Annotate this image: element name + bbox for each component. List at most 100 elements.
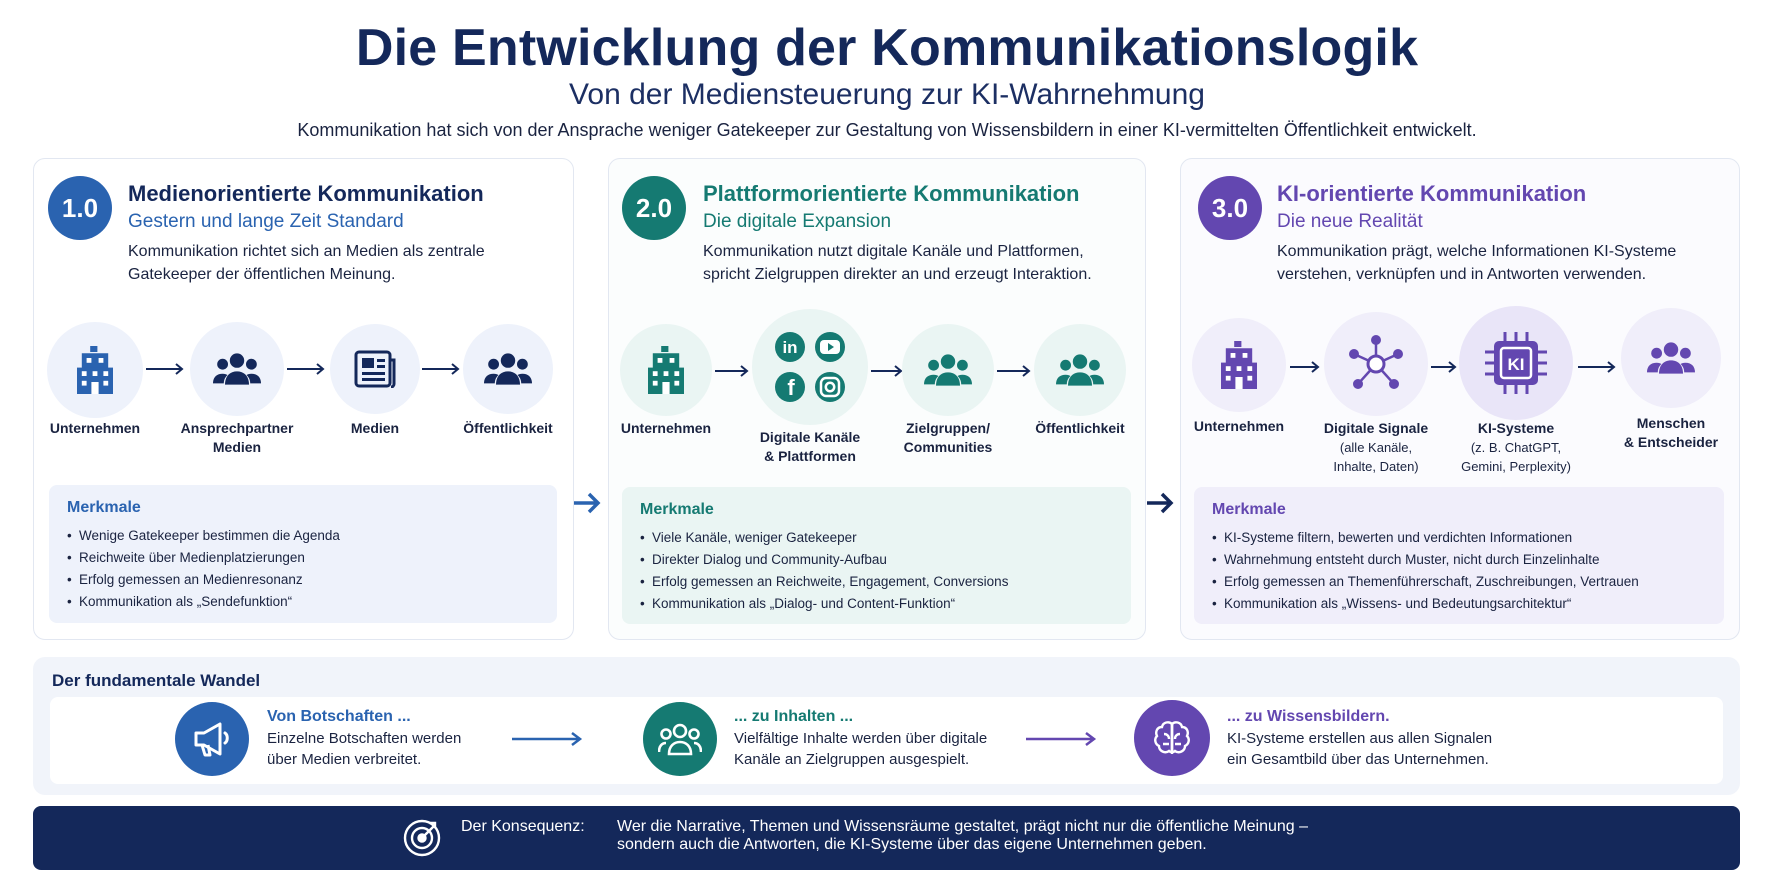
features-box-3: Merkmale KI-Systeme filtern, bewerten un… bbox=[1194, 487, 1724, 624]
building-icon bbox=[647, 346, 685, 394]
building-icon bbox=[76, 346, 114, 394]
panel-3-subtitle: Die neue Realität bbox=[1277, 211, 1423, 232]
node-label: Medien bbox=[350, 420, 400, 436]
arrow-right-icon bbox=[422, 363, 460, 375]
people-icon bbox=[213, 351, 261, 387]
target-icon bbox=[403, 819, 441, 857]
panel-2-desc: Kommunikation nutzt digitale Kanäle und … bbox=[703, 243, 1092, 283]
wandel-step-2-head: ... zu Inhalten ... bbox=[734, 708, 854, 725]
group-icon bbox=[658, 723, 702, 756]
node-unternehmen-2 bbox=[620, 324, 712, 416]
brain-icon bbox=[1154, 721, 1190, 754]
wandel-step-2-text: Vielfältige Inhalte werden über digitale… bbox=[734, 730, 988, 768]
node-label: Unternehmen bbox=[620, 420, 712, 436]
arrow-right-icon bbox=[287, 363, 325, 375]
feature-item: KI-Systeme filtern, bewerten und verdich… bbox=[1212, 527, 1706, 549]
wandel-step-3-text: KI-Systeme erstellen aus allen Signalen … bbox=[1227, 730, 1493, 768]
panel-1-title: Medienorientierte Kommunikation bbox=[128, 181, 484, 206]
feature-item: Erfolg gemessen an Reichweite, Engagemen… bbox=[640, 571, 1113, 593]
node-sublabel: (alle Kanäle, Inhalte, Daten) bbox=[1333, 440, 1419, 474]
node-ki-systeme: KI bbox=[1459, 306, 1573, 420]
node-unternehmen-1 bbox=[47, 322, 143, 418]
wandel-title: Der fundamentale Wandel bbox=[52, 671, 261, 690]
wandel-inner bbox=[50, 697, 1723, 784]
panel-1-desc: Kommunikation richtet sich an Medien als… bbox=[128, 243, 485, 283]
wandel-step-1-text: Einzelne Botschaften werden über Medien … bbox=[267, 730, 462, 768]
node-label: Zielgruppen/ Communities bbox=[903, 420, 993, 455]
node-label: KI-Systeme bbox=[1477, 420, 1555, 436]
social-media-icons: in f bbox=[775, 332, 845, 402]
svg-text:in: in bbox=[782, 338, 797, 357]
arrow-right-icon bbox=[146, 363, 184, 375]
megaphone-icon bbox=[194, 722, 229, 757]
node-label: Menschen & Entscheider bbox=[1623, 415, 1719, 450]
node-label: Öffentlichkeit bbox=[1035, 420, 1125, 436]
arrow-right-icon bbox=[1290, 361, 1320, 373]
svg-text:f: f bbox=[787, 375, 795, 400]
node-label: Ansprechpartner Medien bbox=[180, 420, 294, 455]
people-icon bbox=[1647, 340, 1695, 376]
arrow-right-icon bbox=[997, 365, 1031, 377]
node-label: Digitale Signale bbox=[1323, 420, 1429, 436]
feature-item: Erfolg gemessen an Themenführerschaft, Z… bbox=[1212, 571, 1706, 593]
feature-item: Kommunikation als „Dialog- und Content-F… bbox=[640, 593, 1113, 615]
people-icon bbox=[1056, 352, 1104, 388]
page-intro: Kommunikation hat sich von der Ansprache… bbox=[297, 120, 1477, 140]
node-label: Unternehmen bbox=[49, 420, 141, 436]
badge-3: 3.0 bbox=[1198, 176, 1262, 240]
panel-2-subtitle: Die digitale Expansion bbox=[703, 211, 892, 232]
feature-item: Wahrnehmung entsteht durch Muster, nicht… bbox=[1212, 549, 1706, 571]
wandel-step-3-circle bbox=[1134, 700, 1210, 776]
arrow-right-icon bbox=[512, 732, 583, 746]
konsequenz-label: Der Konsequenz: bbox=[461, 818, 585, 835]
feature-item: Erfolg gemessen an Medienresonanz bbox=[67, 569, 539, 591]
konsequenz-text: Wer die Narrative, Themen und Wissensräu… bbox=[617, 818, 1309, 853]
arrow-right-icon bbox=[1026, 732, 1097, 746]
features-box-1: Merkmale Wenige Gatekeeper bestimmen die… bbox=[49, 485, 557, 623]
node-digitale-signale bbox=[1324, 312, 1428, 416]
arrow-right-icon bbox=[574, 492, 601, 514]
arrow-right-icon bbox=[871, 365, 903, 377]
wandel-step-3-head: ... zu Wissensbildern. bbox=[1227, 708, 1390, 725]
ai-chip-icon: KI bbox=[1485, 332, 1547, 394]
people-icon bbox=[924, 352, 972, 388]
chip-label: KI bbox=[1508, 355, 1525, 374]
badge-1: 1.0 bbox=[48, 176, 112, 240]
node-oeffentlichkeit-1 bbox=[463, 324, 553, 414]
page-subtitle: Von der Mediensteuerung zur KI-Wahrnehmu… bbox=[569, 78, 1205, 111]
panel-3-title: KI-orientierte Kommunikation bbox=[1277, 181, 1587, 206]
feature-item: Kommunikation als „Wissens- und Bedeutun… bbox=[1212, 593, 1706, 615]
panel-2-title: Plattformorientierte Kommunikation bbox=[703, 181, 1080, 206]
node-zielgruppen bbox=[902, 324, 994, 416]
wandel-step-1-head: Von Botschaften ... bbox=[267, 708, 411, 725]
people-icon bbox=[484, 351, 532, 387]
node-unternehmen-3 bbox=[1192, 318, 1286, 412]
page-title: Die Entwicklung der Kommunikationslogik bbox=[355, 19, 1419, 77]
node-medien bbox=[330, 324, 420, 414]
panel-3-desc: Kommunikation prägt, welche Informatione… bbox=[1277, 243, 1677, 283]
feature-item: Kommunikation als „Sendefunktion“ bbox=[67, 591, 539, 613]
wandel-step-2-circle bbox=[643, 702, 717, 776]
node-label: Unternehmen bbox=[1193, 418, 1285, 434]
wandel-step-1-circle bbox=[175, 702, 249, 776]
feature-item: Viele Kanäle, weniger Gatekeeper bbox=[640, 527, 1113, 549]
building-icon bbox=[1220, 341, 1258, 389]
node-sublabel: (z. B. ChatGPT, Gemini, Perplexity) bbox=[1461, 440, 1571, 474]
arrow-right-icon bbox=[715, 365, 749, 377]
arrow-right-icon bbox=[1147, 492, 1174, 514]
features-box-2: Merkmale Viele Kanäle, weniger Gatekeepe… bbox=[622, 487, 1131, 624]
feature-item: Reichweite über Medienplatzierungen bbox=[67, 547, 539, 569]
konsequenz-icon-wrap bbox=[402, 818, 442, 858]
node-menschen bbox=[1621, 308, 1721, 408]
feature-item: Wenige Gatekeeper bestimmen die Agenda bbox=[67, 525, 539, 547]
arrow-right-icon bbox=[1578, 361, 1616, 373]
konsequenz-bar bbox=[33, 806, 1740, 870]
network-icon bbox=[1349, 335, 1403, 389]
node-label: Öffentlichkeit bbox=[463, 420, 553, 436]
arrow-right-icon bbox=[1431, 361, 1457, 373]
node-label: Digitale Kanäle & Plattformen bbox=[759, 429, 861, 464]
badge-2: 2.0 bbox=[622, 176, 686, 240]
node-ansprechpartner bbox=[190, 322, 284, 416]
panel-1-subtitle: Gestern und lange Zeit Standard bbox=[128, 211, 404, 232]
newspaper-icon bbox=[354, 350, 396, 388]
